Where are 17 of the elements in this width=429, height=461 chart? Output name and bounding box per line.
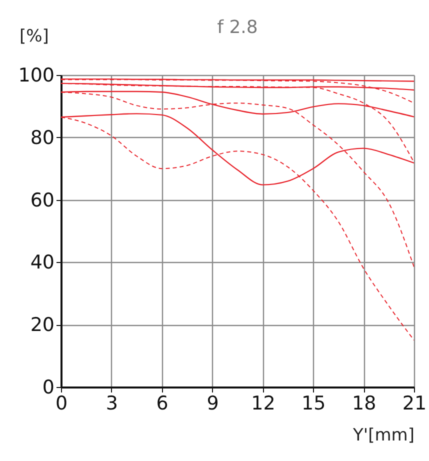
x-tick-label: 21 bbox=[402, 392, 427, 414]
y-tick-label: 0 bbox=[42, 376, 54, 398]
x-tick-label: 15 bbox=[302, 392, 326, 414]
y-tick-label: 40 bbox=[30, 252, 54, 274]
chart-title: f 2.8 bbox=[217, 17, 258, 38]
x-tick-label: 0 bbox=[55, 392, 68, 414]
x-axis-title: Y'[mm] bbox=[352, 426, 414, 446]
y-tick-label: 100 bbox=[18, 64, 54, 86]
x-tick-label: 18 bbox=[352, 392, 376, 414]
y-tick-label: 80 bbox=[30, 126, 54, 149]
x-tick-label: 12 bbox=[251, 392, 276, 414]
x-tick-label: 3 bbox=[106, 392, 118, 414]
x-tick-label: 6 bbox=[156, 392, 168, 414]
y-axis-title: [%] bbox=[20, 26, 49, 46]
y-tick-label: 20 bbox=[30, 314, 54, 336]
x-tick-label: 9 bbox=[206, 392, 219, 414]
y-tick-label: 60 bbox=[30, 189, 54, 212]
